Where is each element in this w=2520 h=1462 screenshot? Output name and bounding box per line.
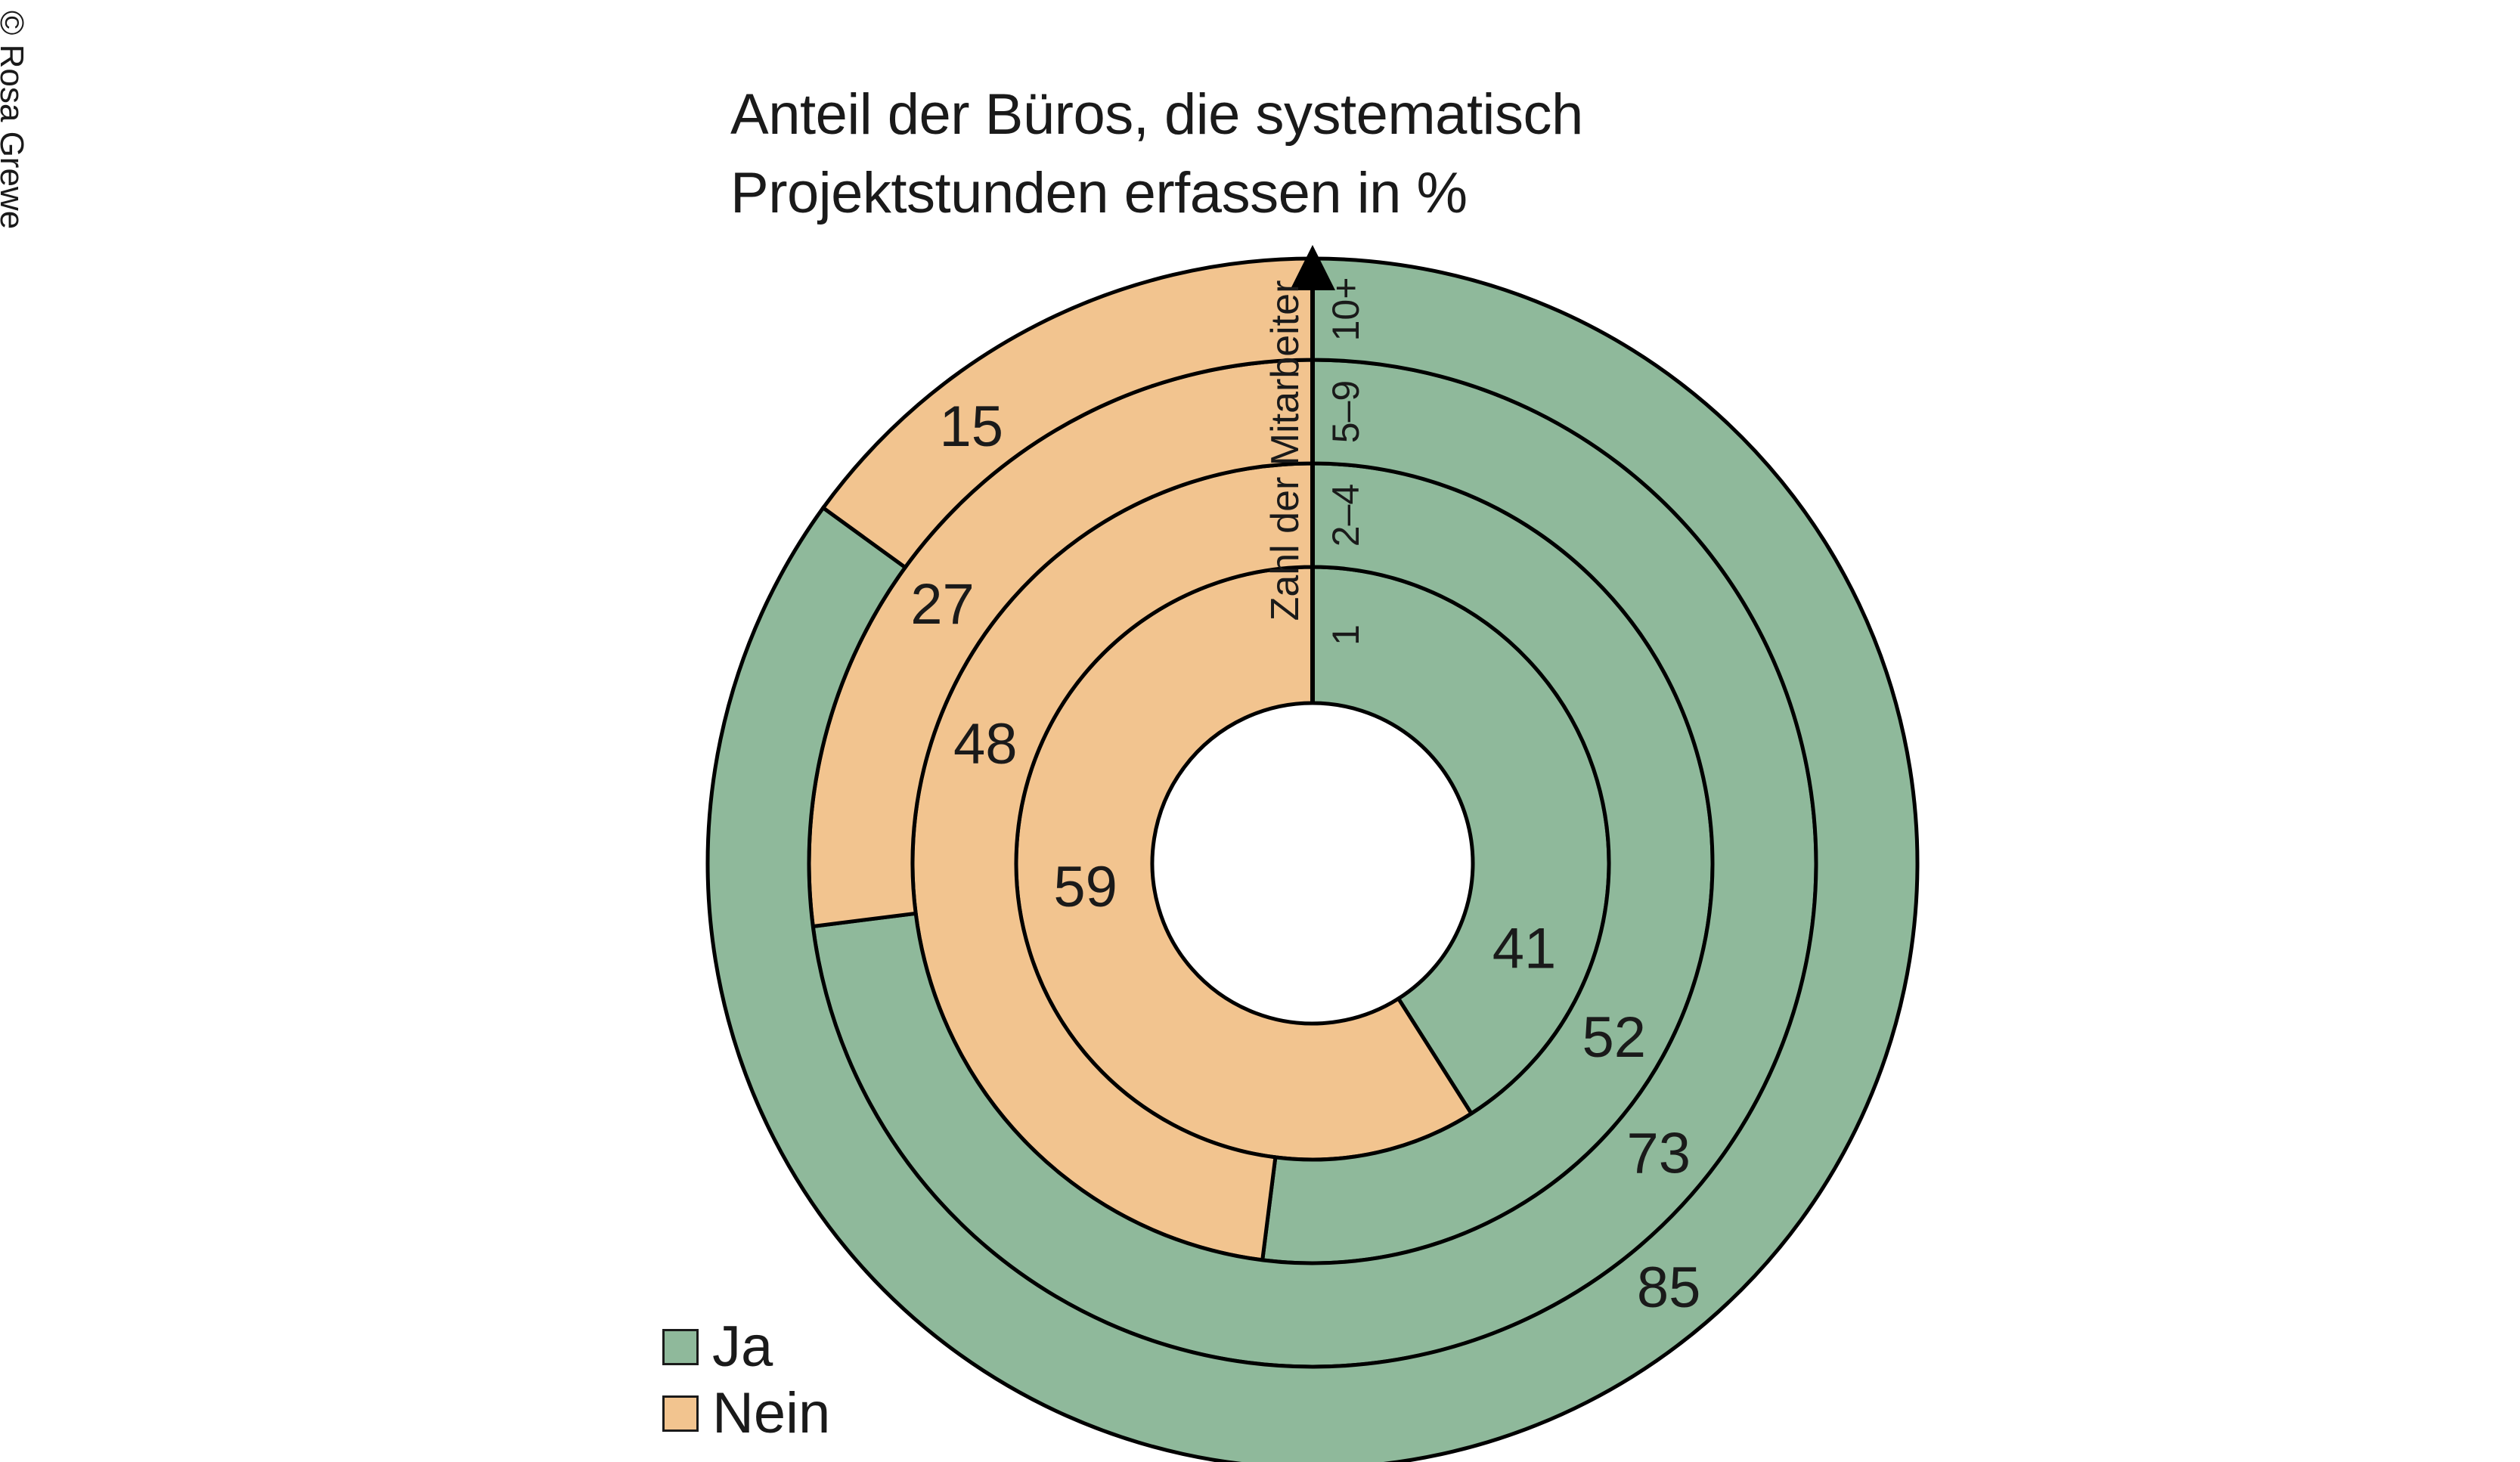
data-label-nein-ring-2: 48 <box>953 712 1018 776</box>
data-label-nein-ring-3: 27 <box>910 572 975 637</box>
legend-label-ja: Ja <box>712 1315 773 1379</box>
ring-tick-label-1: 1 <box>1325 624 1367 646</box>
legend-item-ja: Ja <box>662 1314 773 1380</box>
ring-tick-label-2: 2–4 <box>1325 484 1367 547</box>
data-label-ja-ring-1: 41 <box>1492 917 1557 981</box>
data-label-ja-ring-4: 85 <box>1637 1256 1701 1320</box>
ring-tick-label-3: 5–9 <box>1325 380 1367 443</box>
legend-label-nein: Nein <box>712 1381 831 1445</box>
ring-tick-label-4: 10+ <box>1325 277 1367 342</box>
data-label-ja-ring-2: 52 <box>1582 1005 1647 1070</box>
chart-title-line-1: Anteil der Büros, die systematisch <box>730 82 1583 147</box>
ring-axis-layer: Zahl der Mitarbeiter 1 2–4 5–9 10+ <box>1263 245 1367 703</box>
chart-title-line-2: Projektstunden erfassen in % <box>730 161 1468 225</box>
ring-axis-label: Zahl der Mitarbeiter <box>1263 280 1307 621</box>
rings-layer <box>705 256 1920 1462</box>
legend-item-nein: Nein <box>662 1380 830 1446</box>
data-label-nein-ring-1: 59 <box>1053 855 1117 919</box>
legend-swatch-nein <box>662 1395 699 1432</box>
value-labels-layer: 41 59 52 48 73 27 85 15 <box>910 395 1700 1320</box>
ring-4-ja-segment <box>705 256 1920 1462</box>
data-label-nein-ring-4: 15 <box>939 395 1003 459</box>
data-label-ja-ring-3: 73 <box>1626 1122 1691 1186</box>
legend-swatch-ja <box>662 1328 699 1365</box>
